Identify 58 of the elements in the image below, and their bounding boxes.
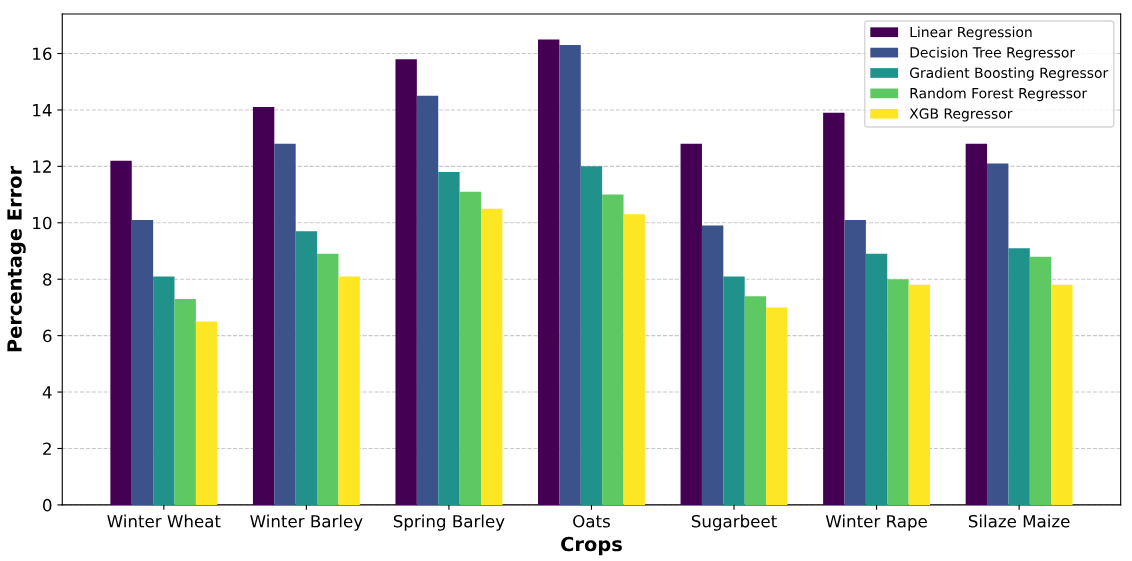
bar <box>459 191 481 505</box>
y-tick-label: 0 <box>43 498 52 512</box>
y-tick-label: 12 <box>33 160 51 173</box>
y-tick-label: 10 <box>33 216 52 230</box>
y-tick-label: 14 <box>33 104 52 117</box>
y-tick-label: 8 <box>43 273 52 286</box>
bar <box>131 219 154 505</box>
bar <box>274 143 296 505</box>
bar <box>865 253 888 505</box>
bar <box>538 39 560 505</box>
bar <box>416 95 439 505</box>
bar <box>965 143 988 505</box>
bar <box>195 321 218 505</box>
legend-label: XGB Regressor <box>909 108 1013 122</box>
y-tick-label: 2 <box>43 442 51 455</box>
x-axis-title: Crops <box>561 536 622 556</box>
bar <box>481 208 503 505</box>
bar <box>395 59 417 505</box>
bar <box>701 225 724 505</box>
bar <box>110 160 132 505</box>
x-tick-label: Oats <box>573 514 610 528</box>
bar <box>580 166 603 505</box>
bar <box>623 214 645 505</box>
y-tick-label: 4 <box>42 386 52 399</box>
y-tick-label: 16 <box>33 47 52 61</box>
legend-label: Random Forest Regressor <box>910 87 1088 102</box>
bar <box>338 276 360 505</box>
bar <box>602 194 624 505</box>
legend-label: Gradient Boosting Regressor <box>909 67 1109 81</box>
bar <box>823 112 845 505</box>
bar <box>1051 284 1073 505</box>
bar <box>153 276 175 505</box>
bar <box>723 276 745 505</box>
bar <box>438 172 460 505</box>
bar <box>908 284 931 505</box>
bar <box>680 143 702 505</box>
bar <box>744 296 767 505</box>
y-tick-label: 6 <box>43 329 52 343</box>
bar <box>174 298 196 505</box>
bar <box>1008 248 1030 505</box>
x-tick-label: Winter Rape <box>825 514 927 531</box>
y-axis-title: Percentage Error <box>7 165 26 352</box>
bar <box>317 253 339 505</box>
legend-label: Linear Regression <box>910 26 1032 40</box>
bar <box>844 219 866 505</box>
bar <box>252 107 275 505</box>
x-tick-label: Sugarbeet <box>691 514 777 531</box>
bar <box>887 279 909 505</box>
x-tick-label: Spring Barley <box>393 514 505 531</box>
x-tick-label: Silaze Maize <box>968 514 1070 528</box>
x-tick-label: Winter Barley <box>250 514 363 531</box>
x-tick-label: Winter Wheat <box>107 514 221 528</box>
bar <box>987 163 1009 505</box>
legend-label: Decision Tree Regressor <box>910 46 1076 61</box>
bar <box>766 307 788 505</box>
bar <box>295 231 318 505</box>
bar <box>1029 256 1052 505</box>
bar <box>559 45 581 505</box>
